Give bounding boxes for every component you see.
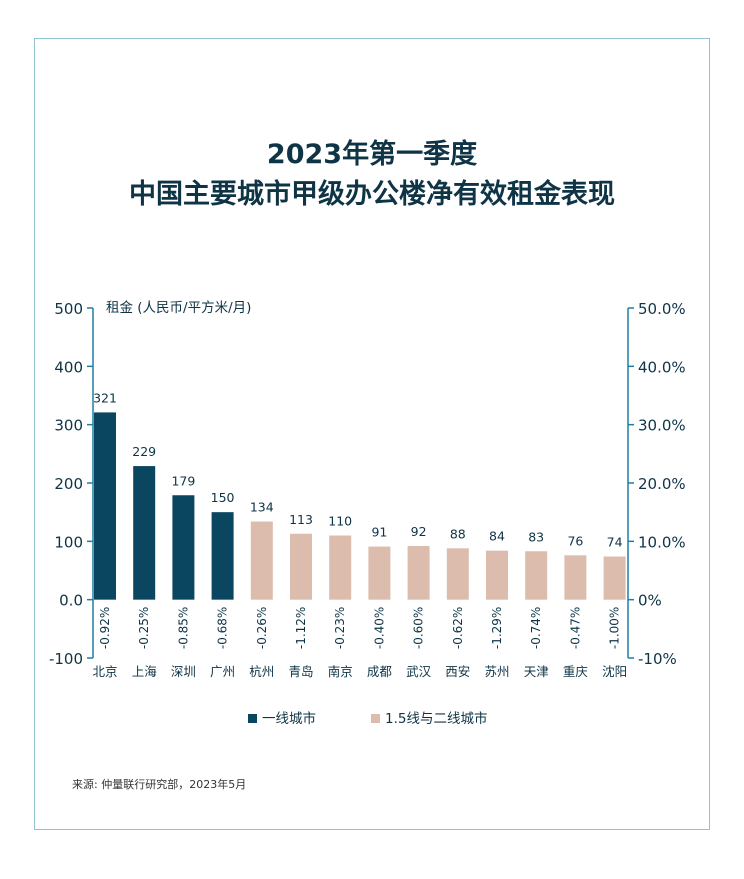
bar-5 bbox=[250, 521, 273, 600]
change-label: -1.12% bbox=[294, 607, 308, 649]
bar-13 bbox=[564, 555, 587, 600]
chart-title-line1: 2023年第一季度 bbox=[266, 139, 478, 170]
bar-2 bbox=[133, 466, 156, 600]
left-axis-tick-label: 500 bbox=[54, 300, 83, 318]
legend-label: 1.5线与二线城市 bbox=[385, 710, 487, 727]
bar-6 bbox=[290, 533, 312, 600]
source-note: 来源: 仲量联行研究部，2023年5月 bbox=[72, 778, 247, 791]
bar-value-label: 110 bbox=[328, 514, 352, 529]
category-label: 南京 bbox=[328, 664, 353, 679]
category-label: 杭州 bbox=[249, 664, 274, 679]
bar-value-label: 321 bbox=[93, 390, 117, 405]
bar-value-label: 91 bbox=[371, 525, 387, 540]
change-label: -1.00% bbox=[608, 607, 622, 649]
bar-value-label: 229 bbox=[132, 444, 156, 459]
category-label: 青岛 bbox=[288, 664, 313, 679]
change-label: -0.62% bbox=[451, 607, 465, 649]
change-label: -0.25% bbox=[137, 607, 151, 649]
chart-title-line2: 中国主要城市甲级办公楼净有效租金表现 bbox=[129, 179, 615, 210]
right-axis-tick-label: 50.0% bbox=[638, 300, 686, 318]
change-label: -0.26% bbox=[255, 607, 269, 649]
bar-14 bbox=[603, 556, 626, 600]
y-axis-title: 租金 (人民币/平方米/月) bbox=[106, 300, 251, 316]
category-label: 沈阳 bbox=[602, 664, 627, 679]
bar-value-label: 84 bbox=[489, 529, 505, 544]
bar-value-label: 76 bbox=[567, 533, 583, 548]
change-label: -0.74% bbox=[529, 607, 543, 649]
bar-value-label: 83 bbox=[528, 529, 544, 544]
bar-value-label: 113 bbox=[289, 512, 313, 527]
change-label: -0.40% bbox=[372, 607, 386, 649]
category-label: 北京 bbox=[92, 664, 117, 679]
category-label: 苏州 bbox=[484, 664, 509, 679]
change-label: -0.85% bbox=[176, 607, 190, 649]
bar-value-label: 92 bbox=[411, 524, 427, 539]
change-label: -0.23% bbox=[333, 607, 347, 649]
bar-1 bbox=[94, 412, 116, 600]
right-axis-tick-label: 10.0% bbox=[638, 533, 686, 551]
right-axis-tick-label: 20.0% bbox=[638, 475, 686, 493]
chart-frame bbox=[34, 38, 710, 830]
bar-value-label: 179 bbox=[171, 473, 195, 488]
bar-4 bbox=[211, 512, 234, 600]
right-axis-tick-label: 40.0% bbox=[638, 358, 686, 376]
bar-8 bbox=[368, 546, 391, 600]
change-label: -0.60% bbox=[412, 607, 426, 649]
bar-value-label: 134 bbox=[250, 500, 274, 515]
category-label: 天津 bbox=[524, 664, 549, 679]
right-axis-tick-label: -10% bbox=[638, 650, 677, 668]
legend-label: 一线城市 bbox=[262, 710, 316, 727]
bar-12 bbox=[525, 551, 548, 600]
left-axis-tick-label: -100 bbox=[49, 650, 83, 668]
legend-swatch-tier2 bbox=[371, 714, 380, 723]
category-label: 重庆 bbox=[563, 664, 589, 679]
left-axis-tick-label: 0.0 bbox=[59, 592, 83, 610]
bar-value-label: 88 bbox=[450, 526, 466, 541]
change-label: -0.68% bbox=[216, 607, 230, 649]
bar-9 bbox=[407, 546, 430, 600]
change-label: -1.29% bbox=[490, 607, 504, 649]
category-label: 上海 bbox=[132, 664, 158, 679]
change-label: -0.47% bbox=[568, 607, 582, 649]
change-label: -0.92% bbox=[98, 607, 112, 649]
bar-10 bbox=[446, 548, 469, 600]
category-label: 广州 bbox=[210, 664, 235, 679]
category-label: 武汉 bbox=[406, 664, 432, 679]
right-axis-tick-label: 0% bbox=[638, 592, 662, 610]
bar-3 bbox=[172, 495, 195, 600]
category-label: 深圳 bbox=[171, 664, 196, 679]
right-axis-tick-label: 30.0% bbox=[638, 417, 686, 435]
left-axis-tick-label: 300 bbox=[54, 417, 83, 435]
category-label: 成都 bbox=[367, 664, 393, 679]
left-axis-tick-label: 400 bbox=[54, 358, 83, 376]
bar-value-label: 74 bbox=[607, 535, 623, 550]
legend-swatch-tier1 bbox=[248, 714, 257, 723]
left-axis-tick-label: 100 bbox=[54, 533, 83, 551]
left-axis-tick-label: 200 bbox=[54, 475, 83, 493]
category-label: 西安 bbox=[445, 664, 470, 679]
bar-11 bbox=[486, 550, 508, 600]
bar-value-label: 150 bbox=[211, 490, 235, 505]
bar-7 bbox=[329, 535, 352, 600]
